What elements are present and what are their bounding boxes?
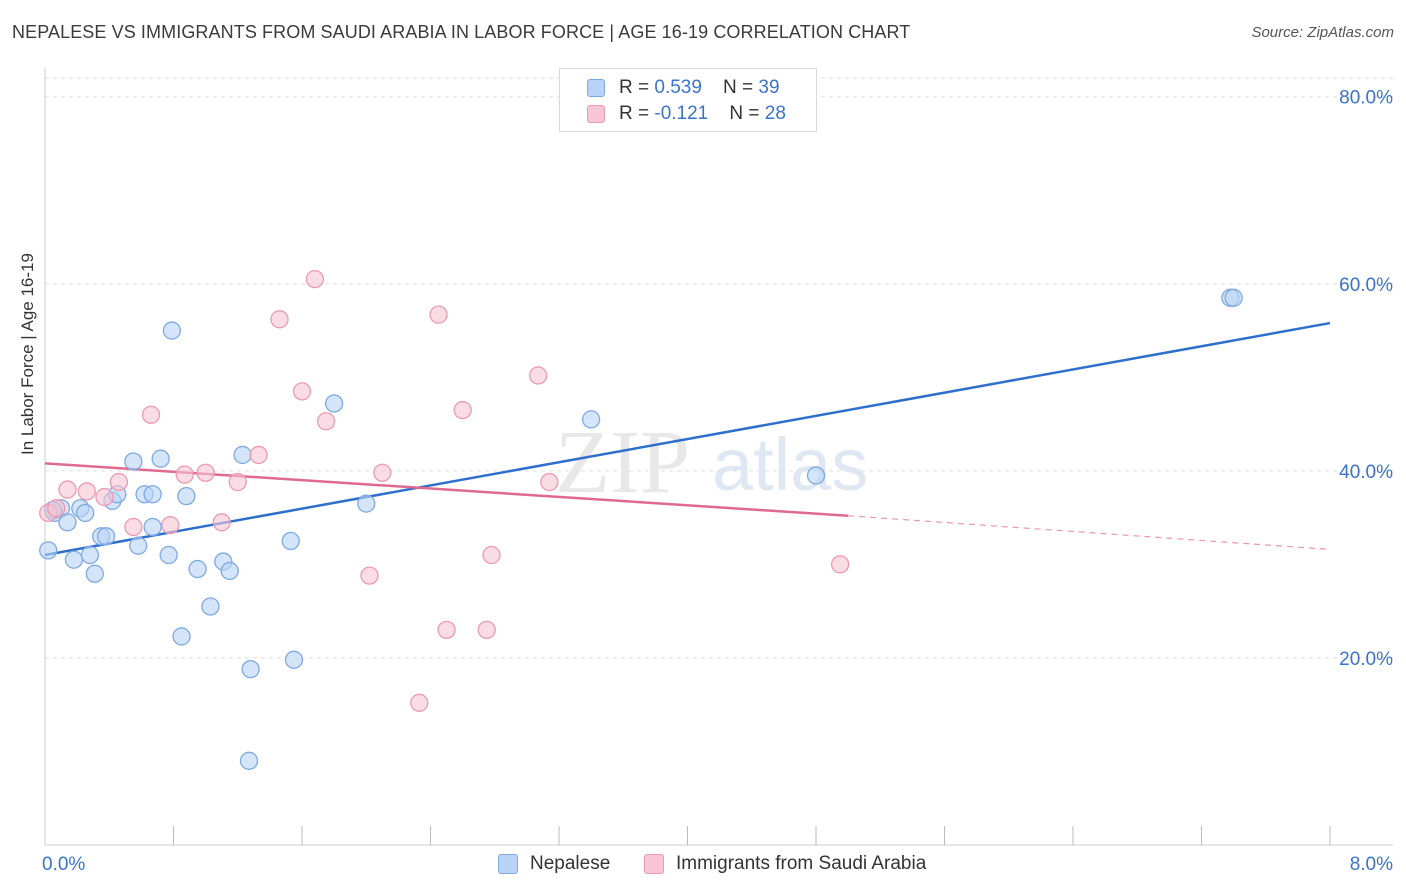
saudi-point — [453, 400, 472, 420]
nepalese-point — [201, 597, 220, 616]
trend-line-saudi-extension — [848, 515, 1331, 551]
y-tick-label: 60.0% — [1339, 275, 1393, 296]
nepalese-point — [151, 449, 170, 468]
data-points — [39, 269, 1243, 770]
nepalese-point — [233, 445, 252, 465]
grid-lines — [45, 77, 1393, 659]
x-tick-label: 0.0% — [42, 854, 85, 875]
nepalese-point — [143, 517, 162, 537]
nepalese-point — [806, 466, 826, 485]
saudi-point — [360, 566, 379, 585]
nepalese-point — [220, 561, 239, 581]
nepalese-point — [124, 452, 143, 471]
watermark-zip: ZIP — [555, 413, 690, 512]
r-label: R = — [619, 77, 655, 98]
saudi-point — [540, 472, 559, 492]
saudi-point — [175, 465, 194, 484]
n-value: 28 — [764, 103, 786, 124]
r-value: -0.121 — [654, 103, 709, 124]
legend-label-saudi: Immigrants from Saudi Arabia — [676, 853, 927, 874]
nepalese-point — [324, 394, 344, 413]
n-label: N = — [723, 77, 759, 98]
chart-title: NEPALESE VS IMMIGRANTS FROM SAUDI ARABIA… — [12, 22, 911, 42]
saudi-point — [141, 405, 161, 424]
saudi-point — [58, 480, 77, 499]
axes — [44, 68, 1393, 846]
n-label: N = — [729, 103, 765, 124]
saudi-point — [47, 499, 66, 518]
nepalese-point — [357, 494, 376, 513]
nepalese-point — [159, 545, 178, 565]
nepalese-point — [80, 545, 100, 565]
saudi-swatch — [587, 105, 605, 123]
r-value: 0.539 — [654, 77, 702, 98]
saudi-point — [410, 693, 429, 712]
nepalese-point — [129, 536, 148, 555]
nepalese-point — [39, 541, 58, 560]
trend-lines — [44, 321, 1331, 557]
saudi-point — [316, 412, 336, 431]
watermark-atlas: atlas — [712, 423, 868, 506]
saudi-legend-swatch — [644, 854, 664, 874]
saudi-point — [437, 620, 456, 640]
saudi-point — [305, 269, 325, 289]
saudi-point — [95, 487, 114, 507]
nepalese-point — [581, 410, 601, 429]
nepalese-point — [143, 485, 162, 504]
x-tick-label: 8.0% — [1350, 854, 1393, 875]
saudi-point — [830, 555, 850, 574]
saudi-point — [124, 517, 143, 537]
saudi-point — [528, 366, 548, 385]
source-credit: Source: ZipAtlas.com — [1251, 24, 1394, 41]
stats-legend: R = 0.539 N = 39 R = -0.121 N = 28 — [559, 68, 817, 132]
saudi-point — [228, 472, 247, 492]
nepalese-point — [1224, 288, 1243, 307]
nepalese-point — [188, 559, 207, 579]
saudi-point — [109, 472, 129, 492]
nepalese-point — [76, 503, 95, 523]
nepalese-point — [284, 650, 304, 669]
nepalese-point — [241, 660, 260, 679]
watermark: ZIP atlas — [555, 413, 868, 512]
r-label: R = — [619, 103, 655, 124]
nepalese-point — [85, 564, 104, 583]
nepalese-point — [58, 513, 77, 532]
saudi-point — [477, 620, 496, 640]
n-value: 39 — [758, 77, 780, 98]
nepalese-point — [239, 751, 259, 770]
tick-labels: 20.0% 40.0% 60.0% 80.0% 0.0% 8.0% — [42, 88, 1393, 875]
saudi-point — [270, 310, 289, 329]
saudi-point — [212, 513, 231, 532]
saudi-point — [429, 305, 448, 324]
saudi-point — [196, 463, 215, 482]
y-tick-label: 80.0% — [1339, 88, 1393, 109]
nepalese-point — [162, 321, 182, 340]
legend-label-nepalese: Nepalese — [530, 853, 611, 874]
nepalese-point — [177, 486, 196, 506]
nepalese-point — [172, 627, 191, 646]
y-tick-label: 20.0% — [1339, 649, 1393, 670]
saudi-point — [77, 482, 96, 501]
nepalese-swatch — [587, 79, 605, 97]
saudi-point — [292, 382, 312, 401]
saudi-point — [373, 463, 392, 482]
saudi-point — [249, 445, 268, 465]
trend-line-nepalese — [44, 321, 1331, 557]
nepalese-legend-swatch — [498, 854, 518, 874]
saudi-point — [161, 515, 180, 535]
nepalese-point — [64, 550, 84, 569]
nepalese-point — [96, 527, 116, 546]
y-axis-label: In Labor Force | Age 16-19 — [18, 253, 37, 455]
y-tick-label: 40.0% — [1339, 462, 1393, 483]
saudi-point — [482, 545, 501, 565]
nepalese-point — [281, 531, 300, 551]
